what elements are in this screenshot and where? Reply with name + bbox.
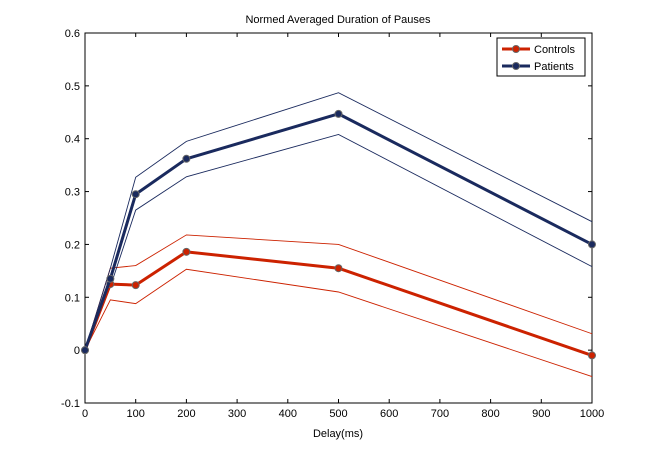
x-tick-label: 400 bbox=[279, 408, 297, 420]
patients-data-point bbox=[106, 274, 115, 283]
y-tick-label: -0.1 bbox=[61, 398, 80, 410]
plot-area bbox=[84, 32, 593, 404]
patients-legend-label: Patients bbox=[534, 61, 574, 73]
x-tick-label: 700 bbox=[431, 408, 449, 420]
patients-legend-marker bbox=[512, 62, 520, 70]
patients-data-point bbox=[131, 190, 140, 199]
legend-box bbox=[496, 37, 586, 77]
y-tick-label: 0.4 bbox=[65, 134, 80, 146]
patients-upper-bound-line bbox=[84, 92, 593, 351]
controls-data-point bbox=[182, 247, 191, 256]
controls-legend-marker bbox=[512, 45, 520, 53]
controls-legend-label: Controls bbox=[534, 44, 575, 56]
x-tick-label: 900 bbox=[532, 408, 550, 420]
x-tick-label: 300 bbox=[228, 408, 246, 420]
y-tick-label: 0 bbox=[74, 345, 80, 357]
y-tick-label: 0.3 bbox=[65, 187, 80, 199]
patients-data-point bbox=[81, 346, 89, 355]
x-tick-label: 0 bbox=[82, 408, 88, 420]
patients-data-point bbox=[334, 109, 343, 118]
y-tick-label: 0.1 bbox=[65, 292, 80, 304]
x-axis-label: Delay(ms) bbox=[313, 428, 363, 440]
x-tick-label: 1000 bbox=[580, 408, 604, 420]
y-tick-label: 0.2 bbox=[65, 239, 80, 251]
controls-data-point bbox=[131, 281, 140, 290]
x-tick-label: 600 bbox=[380, 408, 398, 420]
patients-series-line bbox=[83, 112, 593, 351]
patients-data-point bbox=[182, 154, 191, 163]
controls-data-point bbox=[334, 264, 343, 273]
x-tick-label: 800 bbox=[481, 408, 499, 420]
legend: Controls Patients bbox=[496, 37, 586, 77]
x-tick-label: 500 bbox=[329, 408, 347, 420]
patients-data-point bbox=[588, 240, 596, 249]
y-tick-label: 0.6 bbox=[65, 28, 80, 40]
y-tick-label: 0.5 bbox=[65, 81, 80, 93]
x-tick-label: 200 bbox=[177, 408, 195, 420]
controls-data-point bbox=[588, 351, 596, 360]
x-tick-label: 100 bbox=[127, 408, 145, 420]
axis-ticks: 0 100 200 300 400 500 600 700 800 900 1000-0.100.1… bbox=[61, 28, 604, 420]
series-lines bbox=[81, 109, 596, 360]
controls-lower-bound-line bbox=[84, 268, 593, 377]
chart-title: Normed Averaged Duration of Pauses bbox=[245, 14, 431, 26]
